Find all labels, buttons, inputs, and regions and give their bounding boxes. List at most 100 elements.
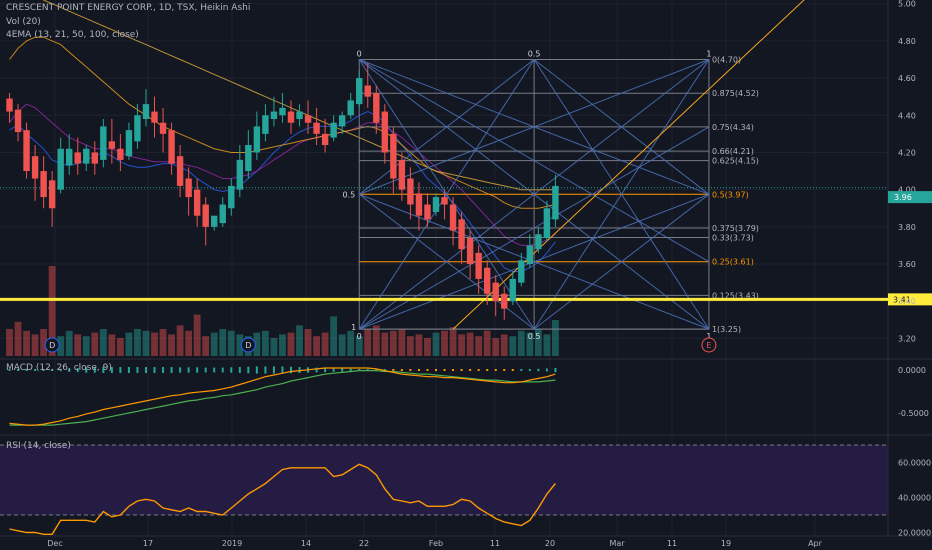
volume-bar bbox=[40, 329, 48, 356]
candle-body bbox=[475, 252, 482, 279]
gann-fan-line bbox=[358, 59, 535, 330]
candle-body bbox=[552, 185, 559, 220]
price-tick-label: 3.80 bbox=[898, 223, 916, 232]
support-price-label: 3.41 bbox=[893, 295, 911, 304]
volume-bar bbox=[287, 332, 295, 356]
volume-legend: Vol (20) bbox=[6, 17, 41, 27]
candle-body bbox=[6, 98, 13, 112]
candle-body bbox=[211, 215, 218, 227]
x-tick-label: 14 bbox=[301, 539, 311, 548]
fib-level-label: 1(3.25) bbox=[712, 325, 741, 334]
volume-bar bbox=[330, 316, 338, 356]
fib-level-label: 0(4.70) bbox=[712, 56, 741, 65]
candle-body bbox=[304, 115, 312, 123]
gann-fan-line bbox=[358, 59, 535, 195]
candle-body bbox=[398, 159, 406, 190]
volume-bar bbox=[142, 330, 150, 356]
macd-histogram-bar bbox=[417, 369, 420, 371]
candle-body bbox=[117, 148, 124, 160]
candle-body bbox=[14, 109, 22, 133]
ema-legend: 4EMA (13, 21, 50, 100, close) bbox=[6, 30, 139, 40]
candle-body bbox=[518, 260, 525, 283]
fib-level-label: 0.66(4.21) bbox=[712, 147, 754, 156]
candle-body bbox=[23, 130, 30, 172]
current-price-tag bbox=[888, 191, 932, 204]
candle-body bbox=[356, 78, 363, 105]
volume-bar bbox=[407, 336, 414, 356]
macd-histogram-bar bbox=[76, 367, 79, 373]
volume-bar bbox=[347, 330, 355, 356]
volume-bar bbox=[48, 266, 56, 356]
candle-body bbox=[185, 178, 192, 198]
candle-body bbox=[91, 152, 98, 164]
x-tick-label: 11 bbox=[667, 539, 677, 548]
macd-histogram-bar bbox=[281, 366, 284, 374]
macd-histogram-bar bbox=[392, 369, 395, 371]
macd-histogram-bar bbox=[153, 367, 156, 373]
volume-bar bbox=[296, 325, 303, 356]
gann-fan-line bbox=[533, 193, 710, 330]
candle-body bbox=[219, 204, 226, 224]
candle-body bbox=[424, 204, 431, 220]
macd-histogram-bar bbox=[255, 366, 258, 374]
macd-histogram-bar bbox=[452, 369, 455, 371]
volume-bar bbox=[543, 334, 551, 356]
macd-histogram-bar bbox=[102, 367, 105, 373]
ema-50-line bbox=[9, 36, 556, 209]
candle-body bbox=[415, 193, 423, 216]
volume-bar bbox=[99, 329, 107, 356]
candle-body bbox=[100, 126, 107, 160]
macd-histogram-bar bbox=[443, 369, 446, 371]
fib-level-label: 0.75(4.34) bbox=[712, 123, 754, 132]
chart-title: CRESCENT POINT ENERGY CORP., 1D, TSX, He… bbox=[6, 3, 251, 13]
gann-fan-line bbox=[533, 59, 710, 195]
macd-tick-label: -0.5000 bbox=[898, 409, 929, 418]
macd-histogram-bar bbox=[170, 367, 173, 373]
x-tick-label: 19 bbox=[721, 539, 731, 548]
candle-body bbox=[296, 111, 303, 119]
price-tick-label: 4.60 bbox=[898, 74, 916, 83]
macd-histogram-bar bbox=[272, 366, 275, 374]
macd-histogram-bar bbox=[59, 368, 62, 372]
macd-histogram-bar bbox=[324, 367, 327, 373]
volume-bar bbox=[185, 330, 193, 356]
volume-bar bbox=[355, 336, 363, 356]
candle-body bbox=[449, 204, 457, 231]
candle-body bbox=[407, 178, 414, 205]
macd-histogram-bar bbox=[545, 368, 548, 372]
candle-body bbox=[176, 156, 184, 186]
candle-body bbox=[364, 85, 371, 97]
candle-body bbox=[287, 111, 295, 123]
earnings-marker bbox=[701, 337, 717, 353]
candle-body bbox=[509, 278, 516, 302]
volume-bar bbox=[483, 330, 491, 356]
macd-histogram-bar bbox=[537, 368, 540, 372]
dividend-marker-label: D bbox=[245, 341, 251, 350]
macd-histogram-bar bbox=[503, 369, 506, 371]
candle-body bbox=[193, 189, 201, 216]
macd-histogram-bar bbox=[85, 367, 88, 373]
price-tick-label: 3.20 bbox=[898, 334, 916, 343]
candle-body bbox=[432, 197, 440, 212]
volume-bar bbox=[23, 330, 30, 356]
candle-body bbox=[466, 238, 474, 265]
macd-histogram-bar bbox=[196, 367, 199, 373]
macd-histogram-bar bbox=[68, 368, 71, 372]
macd-histogram-bar bbox=[8, 369, 11, 371]
volume-bar bbox=[176, 325, 184, 356]
rsi-tick-label: 40.0000 bbox=[898, 494, 931, 503]
volume-bar bbox=[517, 330, 525, 356]
dividend-marker bbox=[44, 337, 60, 353]
volume-bar bbox=[449, 327, 457, 356]
candle-body bbox=[125, 130, 133, 157]
macd-histogram-bar bbox=[469, 369, 472, 371]
candle-body bbox=[270, 111, 278, 119]
support-price-tag bbox=[888, 293, 932, 306]
candle-body bbox=[74, 152, 81, 164]
macd-histogram-bar bbox=[110, 367, 113, 373]
price-tick-label: 4.00 bbox=[898, 186, 916, 195]
volume-bar bbox=[253, 332, 261, 356]
gann-fan-line bbox=[358, 59, 710, 263]
candle-body bbox=[48, 180, 56, 209]
